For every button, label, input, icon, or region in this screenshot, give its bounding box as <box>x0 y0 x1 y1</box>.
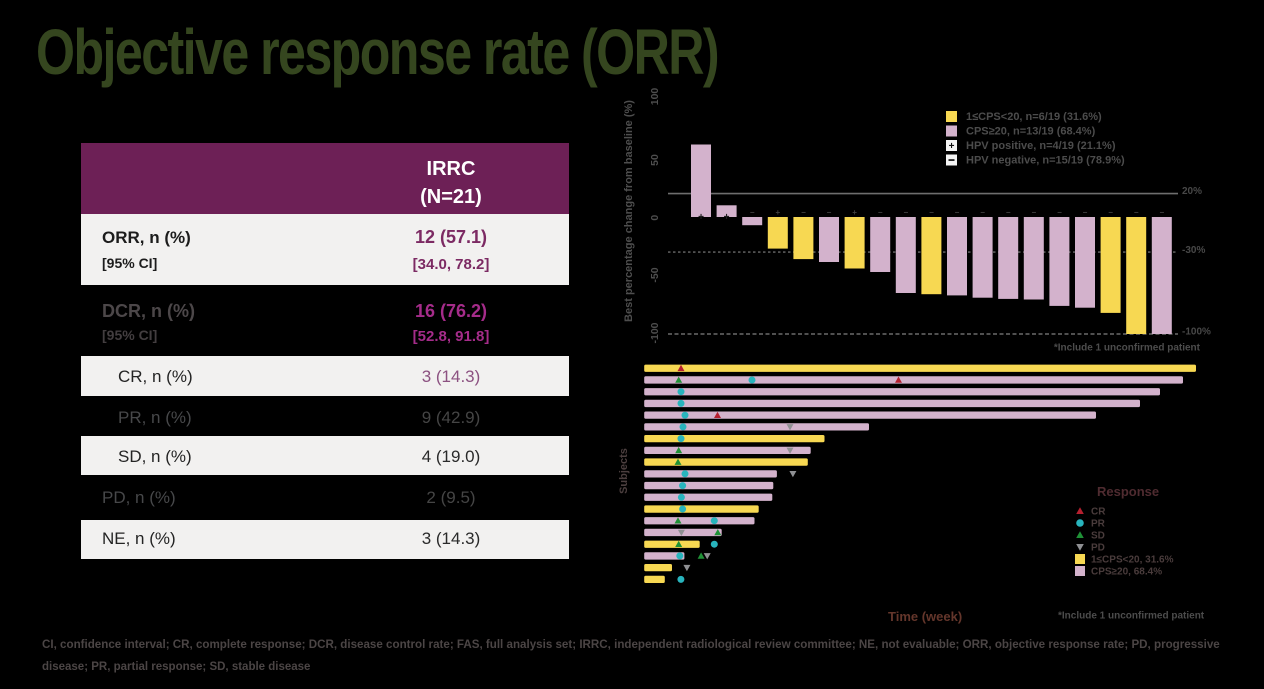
svg-text:CPS≥20, n=13/19 (68.4%): CPS≥20, n=13/19 (68.4%) <box>966 126 1096 138</box>
svg-text:-30%: -30% <box>1182 245 1205 256</box>
svg-text:Time (week): Time (week) <box>888 609 962 624</box>
svg-text:50: 50 <box>649 154 661 166</box>
svg-text:100: 100 <box>649 88 661 106</box>
svg-text:Response: Response <box>1097 484 1159 499</box>
svg-text:−: − <box>1031 208 1036 217</box>
svg-text:+: + <box>724 212 730 223</box>
svg-text:20%: 20% <box>1182 186 1202 197</box>
svg-text:CPS≥20, 68.4%: CPS≥20, 68.4% <box>1091 567 1162 578</box>
svg-text:PR: PR <box>1091 519 1106 530</box>
svg-text:−: − <box>1134 208 1139 217</box>
svg-text:-100: -100 <box>649 322 661 343</box>
svg-text:1≤CPS<20, n=6/19 (31.6%): 1≤CPS<20, n=6/19 (31.6%) <box>966 111 1102 123</box>
svg-text:−: − <box>750 208 755 217</box>
svg-text:+: + <box>775 208 780 217</box>
svg-text:−: − <box>801 208 806 217</box>
svg-text:−: − <box>929 208 934 217</box>
svg-text:−: − <box>980 208 985 217</box>
svg-text:−: − <box>903 208 908 217</box>
svg-text:*Include 1 unconfirmed patient: *Include 1 unconfirmed patient <box>1054 343 1201 354</box>
svg-text:−: − <box>1057 208 1062 217</box>
svg-text:disease; PR, partial response;: disease; PR, partial response; SD, stabl… <box>42 661 310 673</box>
svg-text:−: − <box>955 208 960 217</box>
svg-text:0: 0 <box>649 215 661 221</box>
svg-text:HPV negative, n=15/19 (78.9%): HPV negative, n=15/19 (78.9%) <box>966 155 1125 167</box>
svg-text:Best percentage change from ba: Best percentage change from baseline (%) <box>623 100 635 322</box>
svg-text:-100%: -100% <box>1182 327 1211 338</box>
svg-text:−: − <box>1159 208 1164 217</box>
svg-text:CI, confidence interval; CR, c: CI, confidence interval; CR, complete re… <box>42 638 1220 651</box>
svg-text:*Include 1 unconfirmed patient: *Include 1 unconfirmed patient <box>1058 611 1205 622</box>
svg-text:CR: CR <box>1091 507 1106 518</box>
svg-text:−: − <box>827 208 832 217</box>
svg-text:HPV positive, n=4/19 (21.1%): HPV positive, n=4/19 (21.1%) <box>966 140 1116 152</box>
svg-text:SD: SD <box>1091 531 1105 542</box>
svg-text:−: − <box>1108 208 1113 217</box>
svg-text:1≤CPS<20, 31.6%: 1≤CPS<20, 31.6% <box>1091 555 1174 566</box>
svg-text:PD: PD <box>1091 543 1105 554</box>
svg-text:+: + <box>852 208 857 217</box>
svg-text:−: − <box>1006 208 1011 217</box>
svg-text:Subjects: Subjects <box>618 448 630 494</box>
svg-text:−: − <box>1083 208 1088 217</box>
svg-text:+: + <box>949 141 955 152</box>
svg-text:-50: -50 <box>649 267 661 282</box>
svg-text:−: − <box>878 208 883 217</box>
svg-text:+: + <box>698 212 704 223</box>
